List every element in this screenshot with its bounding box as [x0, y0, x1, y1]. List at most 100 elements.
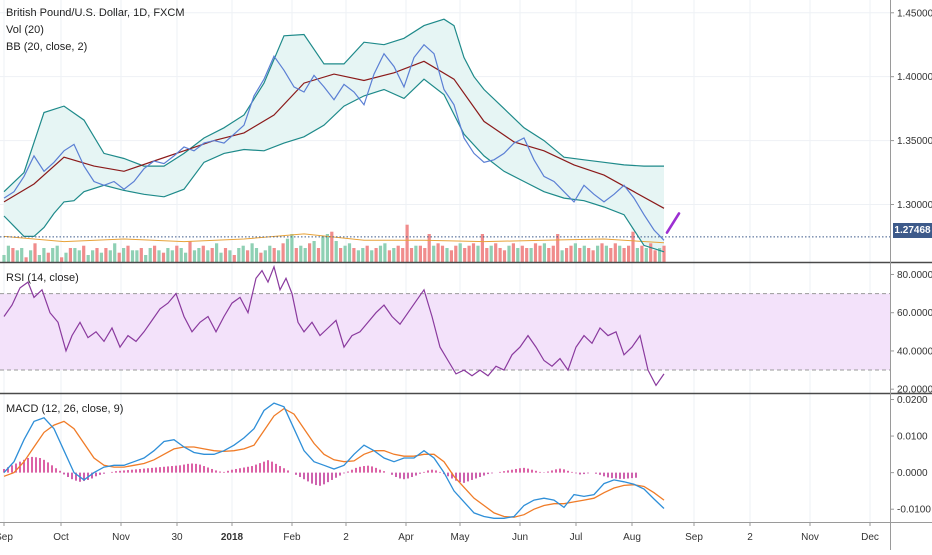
volume-bar [640, 245, 644, 262]
volume-bar [237, 248, 241, 262]
volume-bar [161, 252, 166, 262]
volume-bar [117, 252, 121, 262]
macd-line [3, 402, 665, 519]
volume-bar [418, 245, 422, 262]
volume-bar [303, 248, 307, 262]
volume-bar [587, 248, 591, 262]
y-tick-label: 0.0000 [897, 468, 928, 479]
volume-bar [507, 245, 511, 262]
volume-bar [365, 245, 369, 262]
bb-upper-line [3, 18, 664, 193]
volume-bar [396, 245, 400, 262]
macd-signal-line [3, 407, 665, 518]
x-tick-label: Oct [53, 532, 69, 543]
volume-bar [46, 252, 50, 262]
volume-bar [175, 245, 179, 262]
projection-trendline [665, 212, 681, 234]
volume-bar [649, 243, 653, 262]
volume-bar [15, 250, 19, 262]
volume-bar [29, 250, 33, 262]
volume-bar [498, 248, 502, 262]
volume-bar [578, 248, 582, 262]
x-tick-label: Dec [861, 532, 879, 543]
volume-bar [454, 245, 458, 262]
volume-bar [582, 245, 586, 262]
volume-bar [352, 248, 356, 262]
volume-bar [157, 250, 161, 262]
volume-bar [246, 250, 250, 262]
volume-bar [494, 243, 498, 262]
volume-bar [613, 243, 617, 262]
main-legend: British Pound/U.S. Dollar, 1D, FXCM Vol … [6, 5, 185, 56]
x-tick-label: May [451, 532, 470, 543]
volume-bar [179, 248, 183, 262]
volume-bar [268, 245, 272, 262]
x-tick-label: Jul [570, 532, 583, 543]
volume-bar [383, 243, 387, 262]
volume-bar [299, 245, 303, 262]
volume-bar [356, 250, 360, 262]
volume-bar [135, 250, 139, 262]
x-tick-label: Apr [398, 532, 414, 543]
volume-bar [436, 243, 440, 262]
volume-bar [325, 234, 329, 262]
bollinger-band-fill [4, 19, 664, 252]
volume-bar [144, 255, 148, 262]
x-tick-label: Nov [112, 532, 130, 543]
volume-bar [263, 250, 267, 262]
volume-bar [644, 248, 648, 262]
volume-bar [378, 245, 383, 262]
x-tick-label: Feb [283, 532, 301, 543]
volume-bar [542, 243, 546, 262]
volume-bar [618, 245, 622, 262]
volume-bar [316, 248, 321, 262]
volume-bar [480, 234, 484, 262]
volume-bar [122, 248, 126, 262]
volume-bar [201, 245, 205, 262]
volume-bar [192, 250, 197, 262]
rsi-legend: RSI (14, close) [6, 270, 79, 287]
y-tick-label: -0.0100 [897, 505, 931, 516]
volume-bar [281, 243, 285, 262]
volume-bar [538, 245, 542, 262]
volume-bar [432, 245, 436, 262]
x-tick-label: Nov [801, 532, 819, 543]
y-tick-label: 0.0200 [897, 395, 928, 406]
volume-bar [37, 255, 41, 262]
volume-bar [68, 248, 72, 262]
x-tick-label: Sep [685, 532, 703, 543]
symbol-title[interactable]: British Pound/U.S. Dollar, 1D, FXCM [6, 7, 185, 19]
volume-bar [184, 252, 188, 262]
volume-bar [560, 250, 564, 262]
volume-indicator-label[interactable]: Vol (20) [6, 24, 44, 36]
volume-bar [339, 248, 343, 262]
volume-bar [467, 245, 471, 262]
volume-bar [108, 250, 112, 262]
rsi-band-fill [0, 293, 890, 371]
y-tick-label: 0.0100 [897, 432, 928, 443]
volume-bar [126, 245, 130, 262]
volume-bar [463, 248, 467, 262]
volume-bar [401, 248, 405, 262]
bb-lower-line [3, 78, 665, 253]
rsi-label[interactable]: RSI (14, close) [6, 272, 79, 284]
bollinger-bands-label[interactable]: BB (20, close, 2) [6, 41, 88, 53]
volume-bar [139, 248, 143, 262]
volume-bar [113, 243, 117, 262]
volume-bar [392, 248, 396, 262]
volume-bar [241, 245, 245, 262]
x-tick-label: 2018 [221, 532, 244, 543]
y-tick-label: 60.0000 [897, 308, 932, 319]
volume-bar [6, 245, 10, 262]
volume-bar [471, 243, 476, 262]
volume-bar [20, 248, 24, 262]
volume-bar [321, 236, 325, 262]
volume-bar [427, 234, 431, 262]
macd-label[interactable]: MACD (12, 26, close, 9) [6, 403, 124, 415]
volume-bar [223, 248, 228, 262]
volume-bar [77, 250, 81, 262]
volume-bar [609, 248, 613, 262]
volume-bar [55, 245, 59, 262]
